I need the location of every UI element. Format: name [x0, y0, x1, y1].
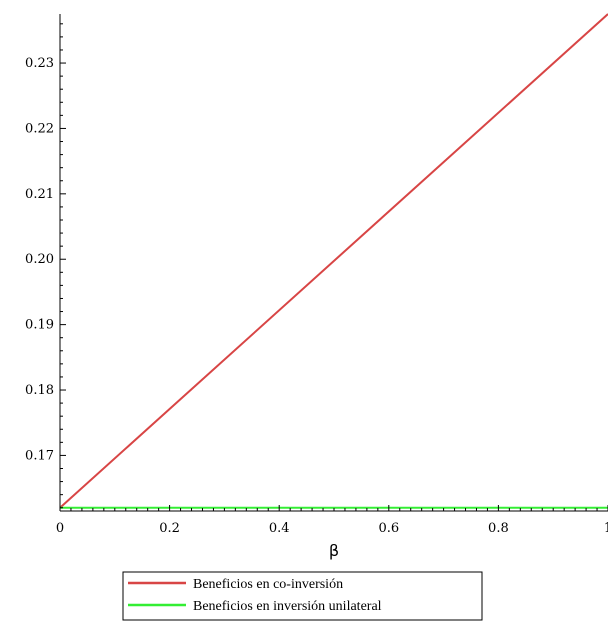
y-tick-label: 0.22 [25, 121, 54, 136]
legend-box [122, 571, 483, 621]
y-tick-label: 0.18 [25, 383, 54, 398]
legend-label-1: Beneficios en co-inversión [193, 577, 343, 592]
x-axis-label: β [329, 541, 339, 560]
x-axis: 0 0.2 0.4 0.6 0.8 1 [56, 505, 608, 536]
legend-label-2: Beneficios en inversión unilateral [193, 599, 382, 614]
x-tick-label: 0 [56, 521, 64, 536]
x-tick-label: 1 [604, 521, 608, 536]
y-tick-label: 0.20 [25, 252, 54, 267]
legend: Beneficios en co-inversión Beneficios en … [122, 571, 483, 621]
y-tick-label: 0.17 [25, 448, 54, 463]
y-tick-label: 0.23 [25, 56, 54, 71]
series-line-1 [59, 13, 608, 509]
x-tick-label: 0.8 [488, 521, 509, 536]
x-tick-label: 0.2 [159, 521, 180, 536]
y-tick-label: 0.19 [25, 318, 54, 333]
y-axis: 0.17 0.18 0.19 0.20 0.21 0.22 0.23 [25, 14, 66, 511]
series-layer [59, 13, 608, 509]
y-tick-label: 0.21 [25, 187, 54, 202]
x-tick-label: 0.4 [269, 521, 290, 536]
x-tick-label: 0.6 [378, 521, 399, 536]
